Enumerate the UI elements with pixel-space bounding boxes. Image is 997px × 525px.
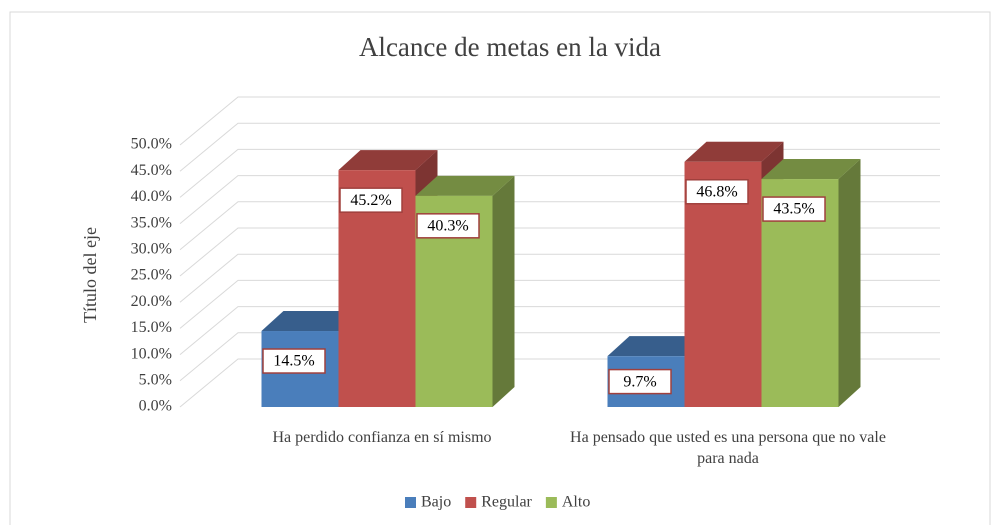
data-label-box [262, 348, 326, 374]
bar-side-shade [838, 159, 861, 407]
data-label: 46.8% [696, 183, 737, 200]
bar-top [607, 336, 707, 357]
legend-swatch [545, 497, 557, 508]
y-tick-label: 30.0% [131, 240, 172, 257]
y-tick-label: 20.0% [131, 293, 172, 310]
data-label: 40.3% [427, 217, 468, 234]
y-tick-label: 0.0% [139, 398, 172, 415]
y-axis-label: Título del eje [80, 227, 100, 323]
bar-top-shade [261, 311, 361, 332]
y-tick-label: 10.0% [131, 345, 172, 362]
x-tick-label: Ha perdido confianza en sí mismo [272, 429, 492, 446]
x-tick-label: Ha pensado que usted es una persona que … [570, 429, 886, 467]
data-label-box [339, 187, 403, 213]
bar-top-shade [415, 175, 515, 196]
y-tick-label: 50.0% [131, 136, 172, 153]
data-label-box [416, 213, 480, 239]
legend-swatch [465, 497, 477, 508]
data-label-box [608, 368, 672, 395]
bar-top-shade [761, 159, 861, 180]
legend-label: Regular [481, 494, 532, 511]
grid-line [179, 96, 940, 146]
grid-line [179, 122, 940, 172]
bar-side-shade [492, 175, 515, 407]
y-tick-label: 40.0% [131, 188, 172, 205]
y-tick-label: 45.0% [131, 162, 172, 179]
y-tick-label: 25.0% [131, 267, 172, 284]
bar-side [492, 175, 515, 407]
bar-top-shade [684, 141, 784, 162]
bar-side [838, 159, 861, 407]
data-label: 9.7% [623, 373, 656, 390]
data-label-box [762, 196, 826, 222]
data-label: 43.5% [773, 201, 814, 218]
chart-title: Alcance de metas en la vida [359, 32, 661, 62]
data-label: 45.2% [350, 192, 391, 209]
chart-frame [9, 11, 991, 525]
bar-top [684, 141, 784, 162]
bar-top [261, 311, 361, 332]
legend-label: Alto [562, 494, 590, 511]
bar-top [415, 175, 515, 196]
bar-top-shade [338, 150, 438, 171]
legend-label: Bajo [421, 494, 451, 511]
legend-swatch [405, 497, 416, 508]
bar-top-shade [607, 336, 707, 357]
y-tick-label: 15.0% [131, 319, 172, 336]
legend: Bajo Regular Alto [405, 494, 590, 511]
data-label-box [685, 179, 749, 205]
data-label: 14.5% [273, 353, 314, 370]
bar-top [338, 150, 438, 171]
bar-top [761, 159, 861, 180]
y-tick-label: 35.0% [131, 214, 172, 231]
y-tick-label: 5.0% [139, 371, 172, 388]
